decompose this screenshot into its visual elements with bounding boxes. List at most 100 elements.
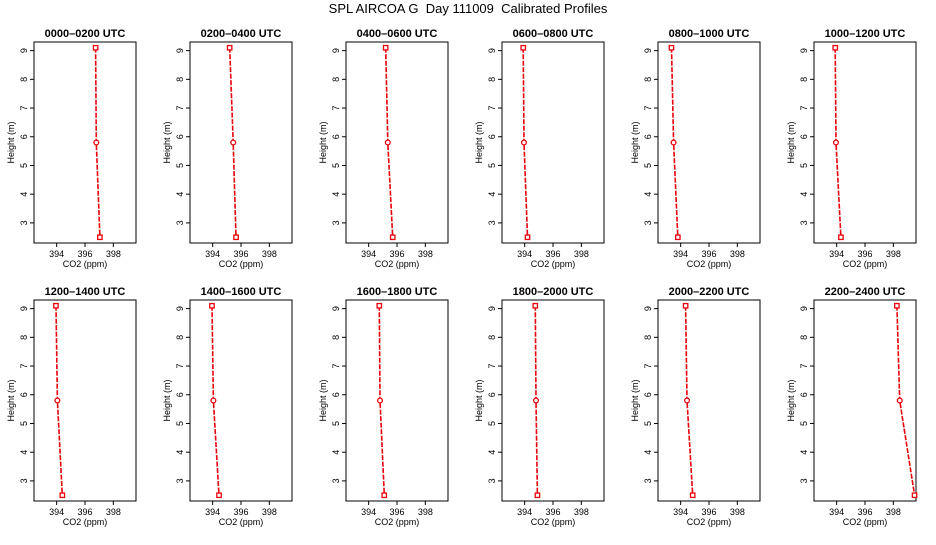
y-axis-label: Height (m) [6, 121, 16, 163]
y-tick-label: 4 [799, 450, 809, 455]
x-tick-label: 396 [233, 507, 248, 517]
data-point [674, 234, 681, 241]
x-tick-label: 394 [673, 507, 688, 517]
data-point [689, 492, 696, 499]
panel-title: 0000–0200 UTC [45, 28, 126, 40]
x-tick-label: 396 [545, 507, 560, 517]
plot-frame [345, 41, 449, 244]
x-tick-label: 394 [361, 507, 376, 517]
y-tick-label: 3 [487, 220, 497, 225]
data-point [389, 234, 396, 241]
x-tick-label: 396 [701, 249, 716, 259]
x-axis-label: CO2 (ppm) [219, 517, 264, 527]
data-point [384, 139, 391, 146]
y-tick-label: 3 [331, 220, 341, 225]
data-point [524, 234, 531, 241]
data-point [832, 139, 840, 146]
x-tick-label: 398 [886, 507, 901, 517]
x-tick-label: 398 [574, 507, 589, 517]
y-tick-label: 9 [799, 48, 809, 53]
panel-title: 0400–0600 UTC [357, 28, 438, 40]
x-axis-label: CO2 (ppm) [531, 259, 576, 269]
y-tick-label: 7 [175, 364, 185, 369]
x-tick-label: 396 [77, 249, 92, 259]
y-tick-label: 9 [331, 306, 341, 311]
data-point [670, 139, 677, 146]
y-axis-label: Height (m) [318, 121, 328, 163]
x-tick-label: 394 [49, 507, 64, 517]
panel-title: 0200–0400 UTC [201, 28, 282, 40]
y-tick-label: 4 [331, 450, 341, 455]
y-tick-label: 3 [487, 478, 497, 483]
y-tick-label: 8 [487, 77, 497, 82]
y-tick-label: 4 [175, 450, 185, 455]
y-tick-label: 5 [487, 421, 497, 426]
y-tick-label: 3 [643, 220, 653, 225]
x-tick-label: 398 [106, 507, 121, 517]
x-tick-label: 394 [517, 507, 532, 517]
x-tick-label: 394 [829, 249, 844, 259]
y-tick-label: 7 [799, 106, 809, 111]
data-point [209, 302, 215, 309]
x-axis-label: CO2 (ppm) [843, 259, 888, 269]
data-point [534, 492, 541, 499]
y-tick-label: 6 [643, 392, 653, 397]
y-axis-label: Height (m) [474, 121, 484, 163]
y-tick-label: 9 [175, 306, 185, 311]
x-tick-label: 396 [77, 507, 92, 517]
figure-title: SPL AIRCOA G Day 111009 Calibrated Profi… [328, 1, 608, 16]
y-tick-label: 4 [19, 450, 29, 455]
panel-title: 0600–0800 UTC [513, 28, 594, 40]
x-tick-label: 398 [262, 249, 277, 259]
x-axis-label: CO2 (ppm) [843, 517, 888, 527]
y-axis-label: Height (m) [162, 379, 172, 421]
data-point [233, 234, 239, 241]
y-tick-label: 4 [799, 192, 809, 197]
y-tick-label: 4 [487, 450, 497, 455]
panel-title: 1800–2000 UTC [513, 286, 594, 298]
x-tick-label: 396 [857, 249, 872, 259]
data-point [376, 397, 384, 404]
x-tick-label: 398 [418, 249, 433, 259]
x-tick-label: 396 [389, 249, 404, 259]
y-tick-label: 6 [19, 392, 29, 397]
x-tick-label: 398 [730, 507, 745, 517]
y-tick-label: 7 [643, 106, 653, 111]
x-tick-label: 398 [262, 507, 277, 517]
y-tick-label: 5 [19, 421, 29, 426]
data-point [532, 397, 540, 404]
y-tick-label: 8 [643, 335, 653, 340]
data-point [230, 139, 237, 146]
y-tick-label: 5 [331, 163, 341, 168]
y-tick-label: 6 [643, 134, 653, 139]
x-axis-label: CO2 (ppm) [687, 259, 732, 269]
x-tick-label: 394 [517, 249, 532, 259]
y-tick-label: 3 [331, 478, 341, 483]
y-tick-label: 6 [175, 392, 185, 397]
data-point [93, 139, 100, 146]
y-tick-label: 8 [331, 335, 341, 340]
y-tick-label: 8 [643, 77, 653, 82]
x-tick-label: 396 [233, 249, 248, 259]
y-axis-label: Height (m) [6, 379, 16, 421]
y-tick-label: 6 [487, 134, 497, 139]
y-tick-label: 9 [331, 48, 341, 53]
x-tick-label: 394 [205, 249, 220, 259]
x-tick-label: 396 [857, 507, 872, 517]
panel-title: 2200–2400 UTC [825, 286, 906, 298]
y-tick-label: 5 [643, 163, 653, 168]
x-axis-label: CO2 (ppm) [687, 517, 732, 527]
x-axis-label: CO2 (ppm) [63, 517, 108, 527]
data-point [210, 397, 217, 404]
y-tick-label: 7 [19, 364, 29, 369]
plot-frame [657, 299, 761, 502]
plot-frame [33, 41, 137, 244]
y-tick-label: 7 [643, 364, 653, 369]
